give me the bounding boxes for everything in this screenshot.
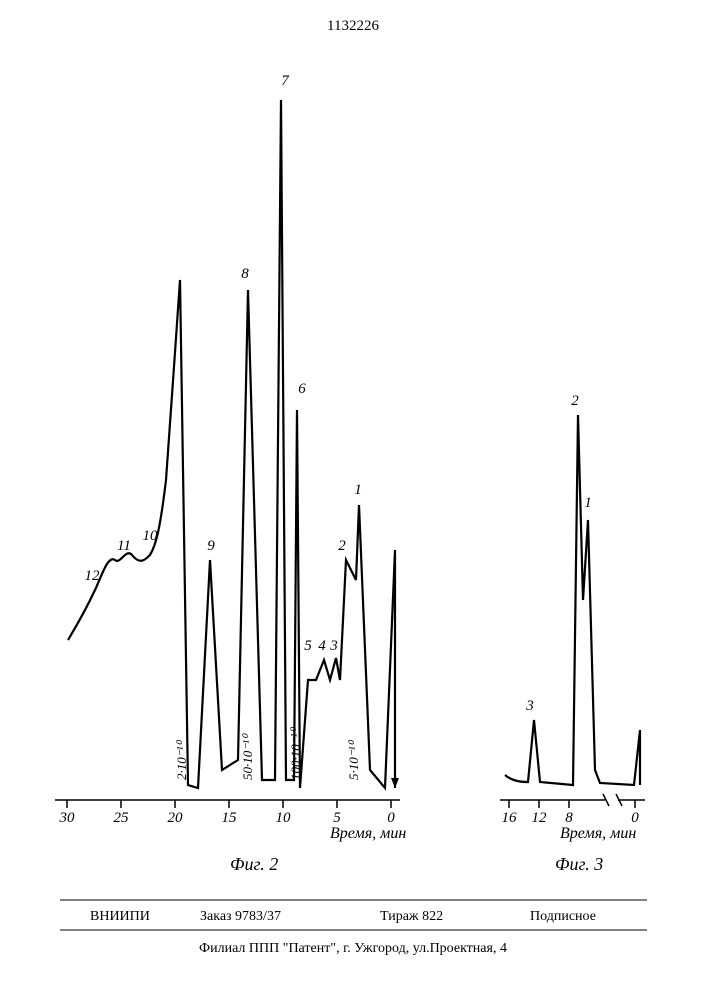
fig2-peak-label: 2 [338, 538, 346, 554]
fig2-scale-label: 100·10⁻¹⁰ [288, 726, 303, 780]
fig2-xtick-label: 30 [59, 810, 76, 826]
fig2-xtick-label: 5 [333, 810, 341, 826]
footer-order: Заказ 9783/37 [200, 909, 281, 924]
fig3-curve [505, 415, 640, 785]
fig3-xtick-label: 0 [631, 810, 639, 826]
fig3-xtick-label: 12 [532, 810, 548, 826]
footer-tirazh: Тираж 822 [380, 909, 443, 924]
fig2-peak-label: 11 [117, 538, 131, 554]
fig3-xlabel: Время, мин [560, 825, 636, 842]
fig2-xtick-label: 10 [276, 810, 292, 826]
fig2: 051015202530 5·10⁻¹⁰100·10⁻¹⁰50·10⁻¹⁰2·1… [55, 73, 406, 874]
fig2-peak-label: 8 [241, 266, 249, 282]
fig3-caption: Фиг. 3 [555, 854, 603, 874]
fig3-xtick-label: 16 [502, 810, 518, 826]
fig3-xticks: 0 8 12 16 [502, 800, 640, 826]
fig2-peak-label: 12 [85, 568, 101, 584]
fig2-xticks: 0 5 10 15 20 25 30 [59, 800, 396, 826]
fig2-peak-label: 10 [143, 528, 159, 544]
fig2-xlabel: Время, мин [330, 825, 406, 842]
page-number: 1132226 [327, 18, 379, 34]
fig2-peak-label: 6 [298, 381, 306, 397]
fig2-xtick-label: 25 [114, 810, 130, 826]
fig2-peak-label: 7 [281, 73, 290, 89]
fig3-xtick-label: 8 [565, 810, 573, 826]
fig2-scale-label: 5·10⁻¹⁰ [346, 739, 361, 780]
fig2-xtick-label: 15 [222, 810, 238, 826]
fig2-peak-label: 5 [304, 638, 312, 654]
fig2-peak-label: 3 [329, 638, 338, 654]
fig2-caption: Фиг. 2 [230, 854, 278, 874]
fig3-peak-label: 1 [584, 495, 592, 511]
fig3-peak-label: 2 [571, 393, 579, 409]
fig2-scale-labels: 5·10⁻¹⁰ 100·10⁻¹⁰ 50·10⁻¹⁰ 2·10⁻¹⁰ [174, 726, 361, 780]
fig2-peak-labels: 123456789101112 [85, 73, 362, 654]
fig3: 081216 123 Время, мин Фиг. 3 [500, 393, 645, 874]
fig2-peak-label: 4 [318, 638, 326, 654]
fig2-scale-label: 2·10⁻¹⁰ [174, 739, 189, 780]
fig2-xtick-label: 0 [387, 810, 395, 826]
footer-vniipi: ВНИИПИ [90, 909, 150, 924]
fig2-peak-label: 1 [354, 482, 362, 498]
fig3-peak-label: 3 [525, 698, 534, 714]
footer: ВНИИПИ Заказ 9783/37 Тираж 822 Подписное… [60, 900, 647, 956]
fig2-scale-label: 50·10⁻¹⁰ [240, 733, 255, 780]
fig2-curve [68, 100, 395, 788]
footer-address: Филиал ППП "Патент", г. Ужгород, ул.Прое… [199, 941, 507, 956]
fig2-peak-label: 9 [207, 538, 215, 554]
fig2-xtick-label: 20 [168, 810, 184, 826]
footer-sign: Подписное [530, 909, 596, 924]
